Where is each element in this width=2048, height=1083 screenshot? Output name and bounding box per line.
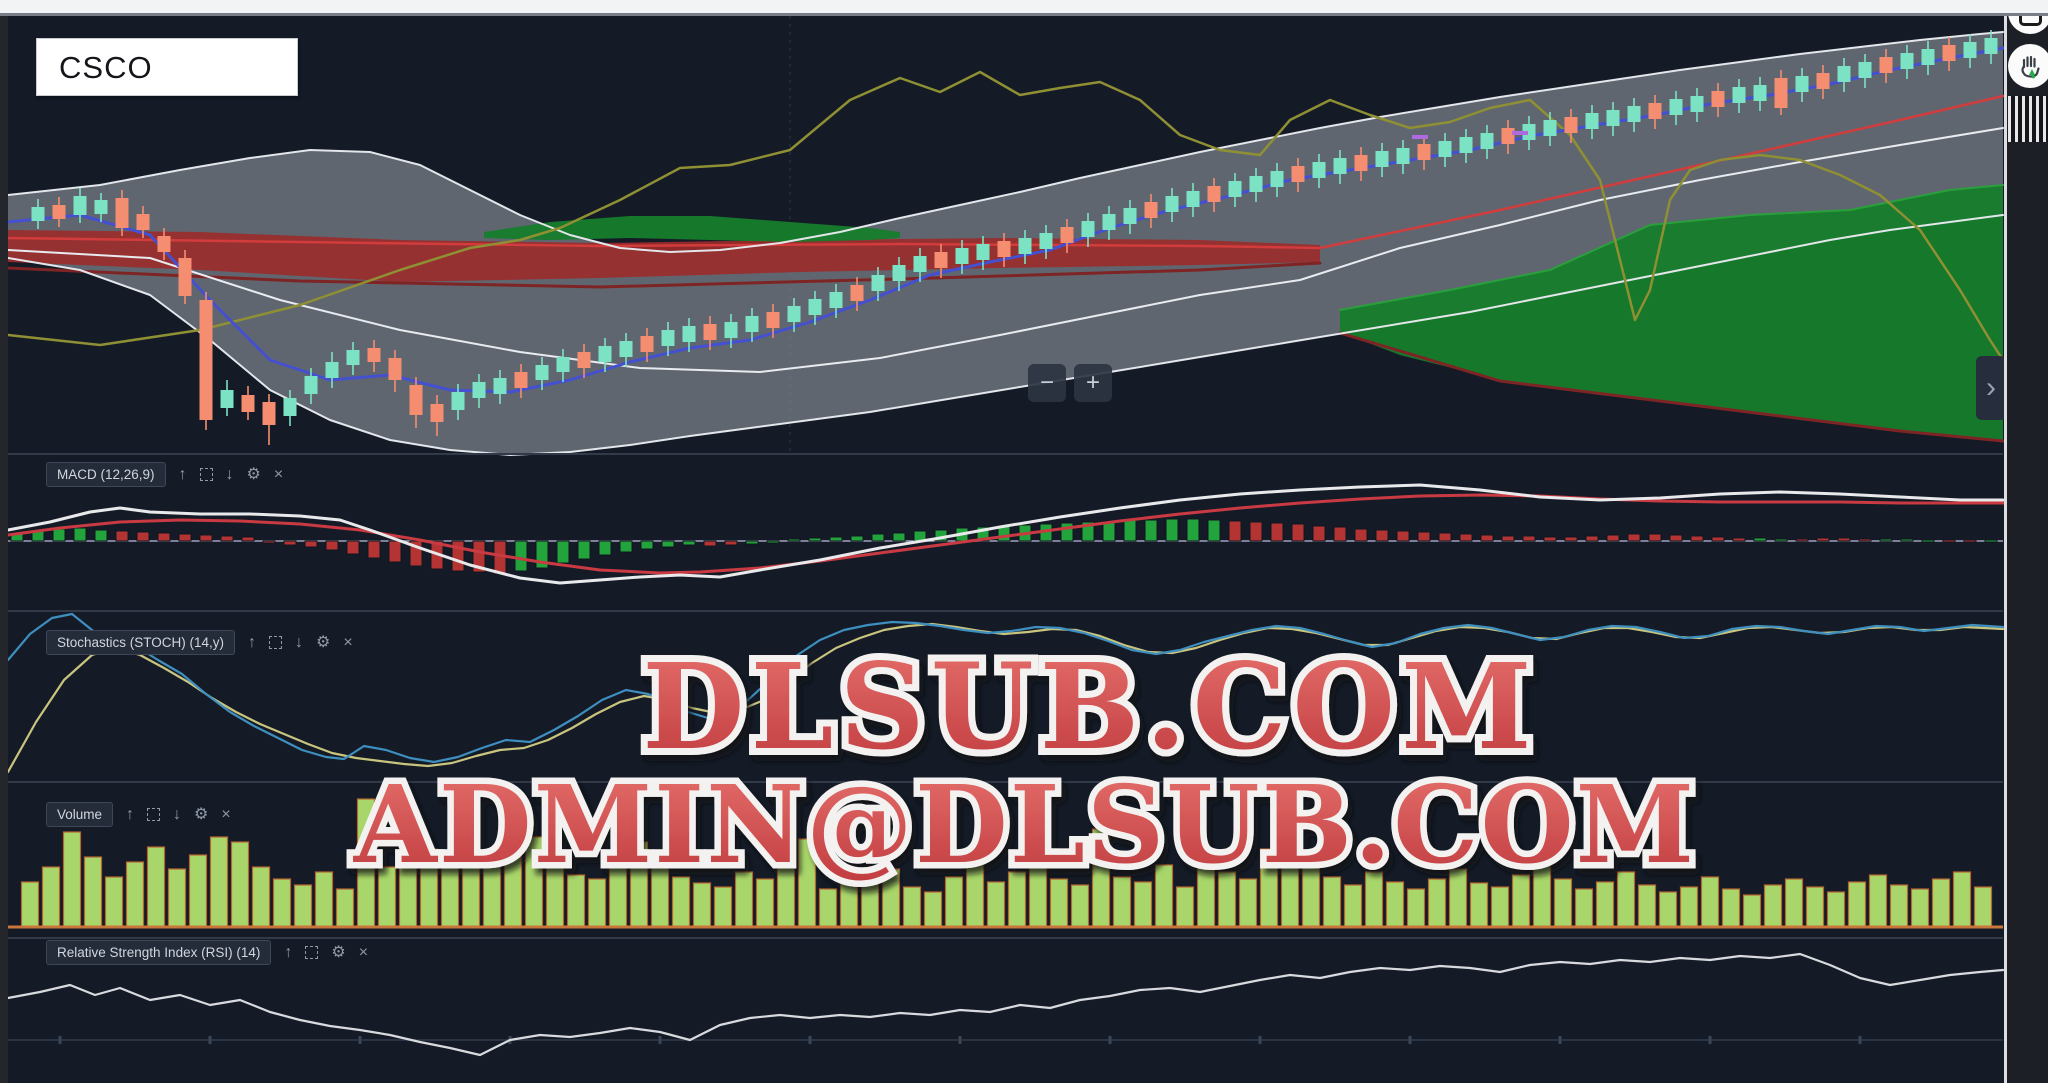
fullscreen-icon[interactable] <box>199 468 213 481</box>
watermark-line1: DLSUB.COM <box>642 637 1538 776</box>
red-ma-line <box>6 94 2005 250</box>
volume-panel <box>8 798 2003 929</box>
candlestick-series <box>31 30 1998 445</box>
settings-icon[interactable]: ⚙ <box>194 805 209 823</box>
window-left-border <box>0 16 8 1083</box>
panel-header-stoch: Stochastics (STOCH) (14,y) ↑ ↓ ⚙ × <box>46 630 353 655</box>
macd-main-line <box>6 483 2005 585</box>
fullscreen-icon[interactable] <box>147 808 161 821</box>
price-panel <box>6 16 2005 456</box>
ichimoku-green-cloud-small <box>484 216 900 242</box>
fullscreen-box <box>269 636 283 649</box>
close-icon[interactable]: × <box>358 943 369 961</box>
symbol-input[interactable]: CSCO <box>36 38 298 96</box>
ichimoku-green-cloud-large <box>1340 185 2003 440</box>
zoom-in-button[interactable]: + <box>1074 364 1112 402</box>
move-up-icon[interactable]: ↑ <box>126 805 135 823</box>
stochastics-panel <box>6 612 2005 774</box>
olive-indicator-line <box>6 70 2005 362</box>
settings-icon[interactable]: ⚙ <box>316 633 331 651</box>
panel-label-stoch[interactable]: Stochastics (STOCH) (14,y) <box>46 630 236 655</box>
move-down-icon[interactable]: ↓ <box>295 633 304 651</box>
zoom-out-button[interactable]: − <box>1028 364 1066 402</box>
close-icon[interactable]: × <box>273 465 284 483</box>
panel-header-volume: Volume ↑ ↓ ⚙ × <box>46 802 231 827</box>
settings-icon[interactable]: ⚙ <box>331 943 346 961</box>
settings-icon[interactable]: ⚙ <box>246 465 261 483</box>
bollinger-upper-line <box>7 31 2004 253</box>
stoch-k-line <box>6 612 2005 764</box>
move-up-icon[interactable]: ↑ <box>248 633 257 651</box>
panel-header-macd: MACD (12,26,9) ↑ ↓ ⚙ × <box>46 462 283 487</box>
browser-edge-sidebar <box>2007 16 2048 1083</box>
panel-label-macd[interactable]: MACD (12,26,9) <box>46 462 166 487</box>
move-down-icon[interactable]: ↓ <box>225 465 234 483</box>
macd-signal-line <box>6 493 2005 575</box>
move-up-icon[interactable]: ↑ <box>284 943 293 961</box>
zoom-controls: − + <box>1028 364 1112 402</box>
browser-top-strip <box>0 0 2048 16</box>
reader-hand-button[interactable] <box>2008 44 2048 88</box>
bollinger-lower-line <box>7 214 2004 456</box>
move-up-icon[interactable]: ↑ <box>178 465 187 483</box>
close-icon[interactable]: × <box>343 633 353 651</box>
fullscreen-box <box>305 946 319 959</box>
collapse-panel-button[interactable]: › <box>1976 356 2006 420</box>
panel-label-rsi[interactable]: Relative Strength Index (RSI) (14) <box>46 940 272 965</box>
rsi-line <box>6 952 2005 1057</box>
fullscreen-icon[interactable] <box>305 946 319 959</box>
fullscreen-icon[interactable] <box>269 636 283 649</box>
window-right-divider <box>2004 16 2007 1083</box>
fullscreen-box <box>199 468 213 481</box>
fullscreen-box <box>147 808 161 821</box>
hand-up-arrow-icon <box>2021 55 2040 79</box>
rsi-panel <box>6 952 2005 1057</box>
macd-panel <box>6 483 2005 585</box>
panel-label-volume[interactable]: Volume <box>46 802 114 827</box>
panel-header-rsi: Relative Strength Index (RSI) (14) ↑ ⚙ × <box>46 940 368 965</box>
watermark-line2: ADMIN@DLSUB.COM <box>353 763 1696 888</box>
sidebar-stripe-handle[interactable] <box>2008 96 2048 142</box>
bollinger-middle-line <box>7 127 2004 373</box>
close-icon[interactable]: × <box>221 805 231 823</box>
move-down-icon[interactable]: ↓ <box>173 805 182 823</box>
